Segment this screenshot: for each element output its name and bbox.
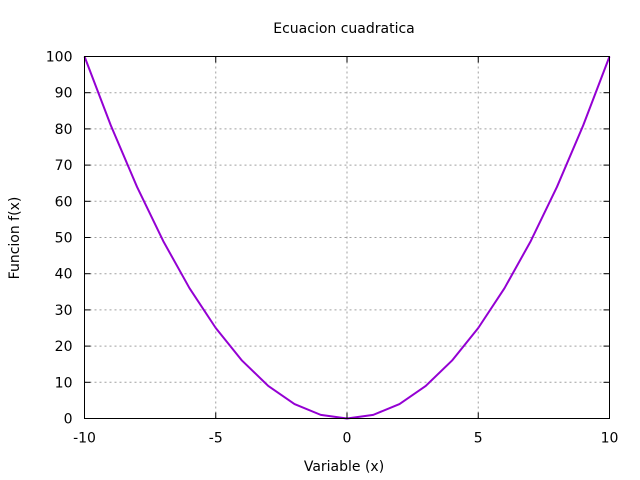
x-tick-label: -5 [209, 431, 223, 447]
y-tick-label: 90 [55, 86, 73, 102]
y-tick-label: 70 [55, 158, 73, 174]
y-tick-label: 60 [55, 194, 73, 210]
x-tick-label: 5 [474, 431, 483, 447]
y-tick-label: 20 [55, 339, 73, 355]
chart-title: Ecuacion cuadratica [273, 21, 415, 37]
y-tick-label: 40 [55, 267, 73, 283]
y-tick-label: 100 [46, 50, 73, 66]
x-tick-label: 0 [343, 431, 352, 447]
y-tick-label: 80 [55, 122, 73, 138]
x-tick-label: 10 [601, 431, 619, 447]
y-axis-label: Funcion f(x) [7, 197, 23, 280]
grid-layer [84, 56, 610, 419]
x-tick-label: -10 [73, 431, 96, 447]
x-axis-label: Variable (x) [304, 459, 384, 475]
y-tick-label: 50 [55, 231, 73, 247]
y-tick-label: 10 [55, 375, 73, 391]
y-tick-label: 0 [64, 412, 73, 428]
y-tick-label: 30 [55, 303, 73, 319]
